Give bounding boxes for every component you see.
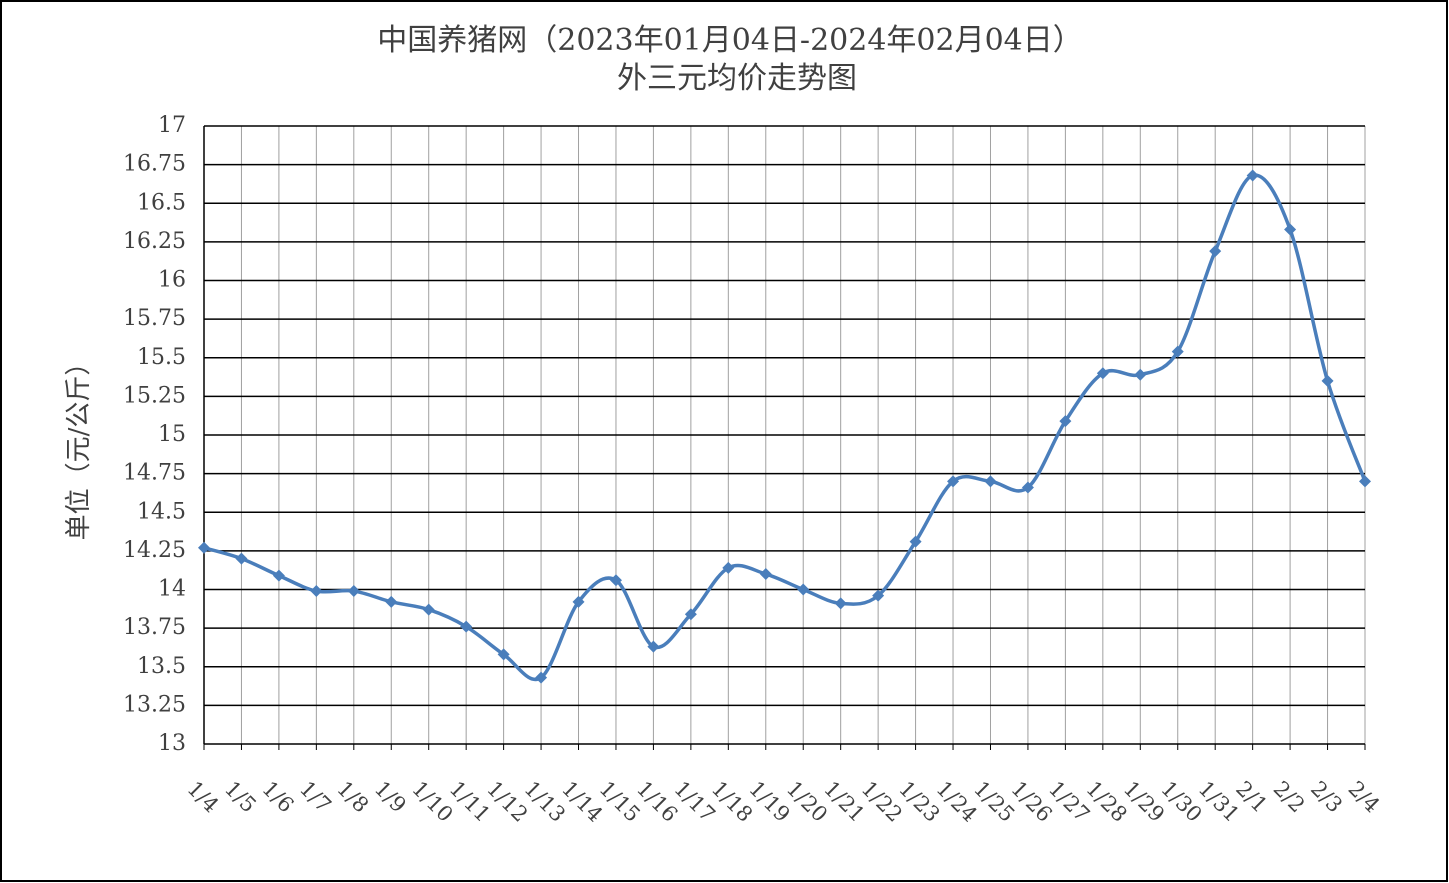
y-tick-label: 14: [158, 577, 186, 602]
y-tick-label: 15: [158, 422, 186, 447]
y-tick-label: 17: [158, 113, 186, 138]
marker: [1096, 367, 1109, 380]
marker: [1171, 345, 1184, 358]
marker: [385, 595, 398, 608]
marker: [834, 597, 847, 610]
marker: [1209, 245, 1222, 258]
marker: [722, 561, 735, 574]
marker: [272, 569, 285, 582]
marker: [684, 608, 697, 621]
y-axis-label: 单位（元/公斤）: [64, 350, 94, 541]
marker: [872, 589, 885, 602]
marker: [984, 475, 997, 488]
chart-title: 中国养猪网（2023年01月04日-2024年02月04日）: [377, 23, 1083, 58]
marker: [647, 640, 660, 653]
marker: [1021, 481, 1034, 494]
marker: [1321, 374, 1334, 387]
y-tick-label: 14.25: [123, 538, 186, 563]
y-tick-label: 13.5: [137, 654, 186, 679]
y-tick-label: 15.5: [137, 345, 186, 370]
y-tick-label: 16: [158, 268, 186, 293]
marker: [535, 671, 548, 684]
marker: [1246, 169, 1259, 182]
marker: [759, 568, 772, 581]
y-tick-label: 14.75: [123, 461, 186, 486]
marker: [909, 535, 922, 548]
marker: [235, 552, 248, 565]
marker: [1134, 368, 1147, 381]
y-tick-label: 16.25: [123, 229, 186, 254]
y-tick-label: 15.25: [123, 383, 186, 408]
marker: [422, 603, 435, 616]
marker: [797, 583, 810, 596]
marker: [1359, 475, 1371, 488]
y-tick-label: 13: [158, 731, 186, 756]
y-tick-label: 15.75: [123, 306, 186, 331]
y-tick-label: 13.75: [123, 615, 186, 640]
y-tick-label: 14.5: [137, 499, 186, 524]
marker: [609, 574, 622, 587]
marker: [460, 620, 473, 633]
marker: [947, 475, 960, 488]
marker: [497, 648, 510, 661]
marker: [310, 585, 323, 598]
marker: [572, 595, 585, 608]
marker: [198, 541, 210, 554]
marker: [1284, 223, 1297, 236]
chart-subtitle: 外三元均价走势图: [617, 61, 857, 96]
y-tick-label: 16.75: [123, 152, 186, 177]
marker: [1059, 415, 1072, 428]
y-tick-label: 16.5: [137, 190, 186, 215]
y-tick-label: 13.25: [123, 692, 186, 717]
marker: [347, 585, 360, 598]
